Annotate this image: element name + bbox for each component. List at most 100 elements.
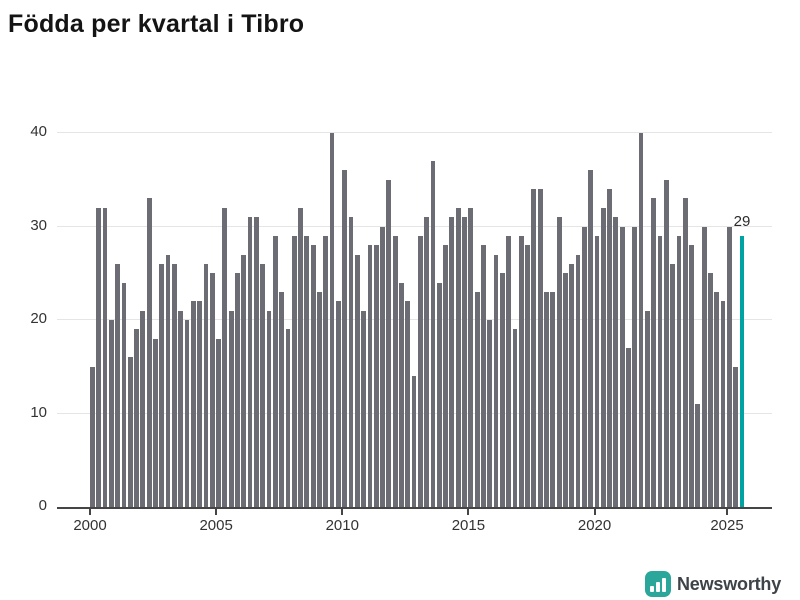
bar: [266, 310, 272, 507]
bar: [190, 301, 196, 507]
bar: [165, 254, 171, 507]
x-axis-line: [57, 507, 772, 509]
x-axis-tick-label: 2025: [710, 517, 744, 534]
bar: [626, 348, 631, 507]
bar: [443, 245, 448, 507]
bar: [386, 179, 392, 507]
bar: [279, 291, 284, 507]
chart-title: Födda per kvartal i Tibro: [8, 10, 305, 38]
bar: [531, 189, 537, 507]
x-axis-tick-label: 2005: [199, 517, 233, 534]
bar: [203, 263, 209, 507]
bar: [146, 198, 152, 507]
bar: [588, 170, 594, 507]
bar: [241, 254, 247, 507]
bar: [348, 217, 354, 507]
bar: [581, 226, 587, 507]
bar: [367, 245, 373, 507]
bar: [417, 235, 423, 507]
bar: [537, 189, 543, 507]
newsworthy-logo-text: Newsworthy: [677, 573, 782, 594]
bar: [323, 235, 329, 507]
y-axis-tick-label: 20: [30, 310, 47, 327]
bar: [228, 310, 234, 507]
bar: [171, 263, 177, 507]
gridline-y20: [57, 319, 772, 320]
bar: [556, 217, 562, 507]
bar: [563, 273, 568, 507]
bar: [361, 310, 366, 507]
x-axis-tick-2000: [89, 509, 91, 515]
bar: [487, 320, 493, 507]
x-axis-tick-2010: [341, 509, 344, 515]
bar: [525, 245, 530, 507]
x-axis-tick-2020: [593, 509, 596, 515]
bar: [518, 235, 524, 507]
bar: [727, 226, 732, 507]
bar: [506, 235, 512, 507]
bar: [638, 133, 644, 507]
x-axis-tick-label: 2000: [73, 517, 107, 534]
bar: [468, 207, 474, 507]
bar: [613, 217, 619, 507]
y-axis-tick-label: 40: [30, 123, 47, 140]
bar: [676, 235, 682, 507]
bar: [121, 282, 127, 507]
bar: [512, 329, 518, 507]
bar: [153, 338, 158, 507]
bar: [695, 404, 701, 507]
bar: [682, 198, 688, 507]
bar: [342, 170, 348, 507]
bar: [424, 217, 430, 507]
y-axis-tick-label: 0: [38, 497, 47, 514]
bar: [317, 291, 322, 507]
bar: [594, 235, 600, 507]
bar: [209, 273, 215, 507]
bar: [701, 226, 707, 507]
bar: [310, 245, 316, 507]
bar: [134, 329, 139, 507]
bar: [260, 263, 266, 507]
bar: [159, 263, 165, 507]
bar: [272, 235, 278, 507]
bar: [127, 357, 133, 507]
bar: [392, 235, 398, 507]
bar: [291, 235, 297, 507]
bar: [708, 273, 713, 507]
x-axis-tick-label: 2020: [577, 517, 612, 534]
bar: [304, 235, 310, 507]
bar: [380, 226, 385, 507]
bar: [411, 376, 417, 507]
y-axis-tick-label: 30: [30, 216, 47, 234]
bar: [632, 226, 638, 507]
bar: [184, 320, 190, 507]
x-axis-tick-label: 2015: [451, 517, 486, 534]
bar: [399, 282, 404, 507]
bar: [197, 301, 202, 507]
bar: [178, 310, 184, 507]
newsworthy-logo[interactable]: Newsworthy: [645, 571, 781, 597]
bar: [645, 310, 650, 507]
bar: [619, 226, 625, 507]
bar: [373, 245, 379, 507]
bar: [651, 198, 657, 507]
gridline-y40: [57, 132, 772, 133]
bar: [405, 301, 411, 507]
bar: [720, 301, 726, 507]
bar: [253, 217, 259, 507]
bar: [222, 207, 228, 507]
bar: [600, 207, 606, 507]
bar: [90, 366, 95, 507]
bar: [335, 301, 341, 507]
bar: [670, 263, 676, 507]
bar: [474, 291, 480, 507]
highlight-bar: [739, 235, 745, 507]
bar: [449, 217, 455, 507]
bar: [481, 245, 486, 507]
y-axis-tick-label: 10: [30, 403, 47, 421]
bar: [436, 282, 442, 507]
x-axis-tick-2015: [467, 509, 470, 515]
highlight-bar-value-label: 29: [733, 212, 751, 230]
bar: [689, 245, 694, 507]
